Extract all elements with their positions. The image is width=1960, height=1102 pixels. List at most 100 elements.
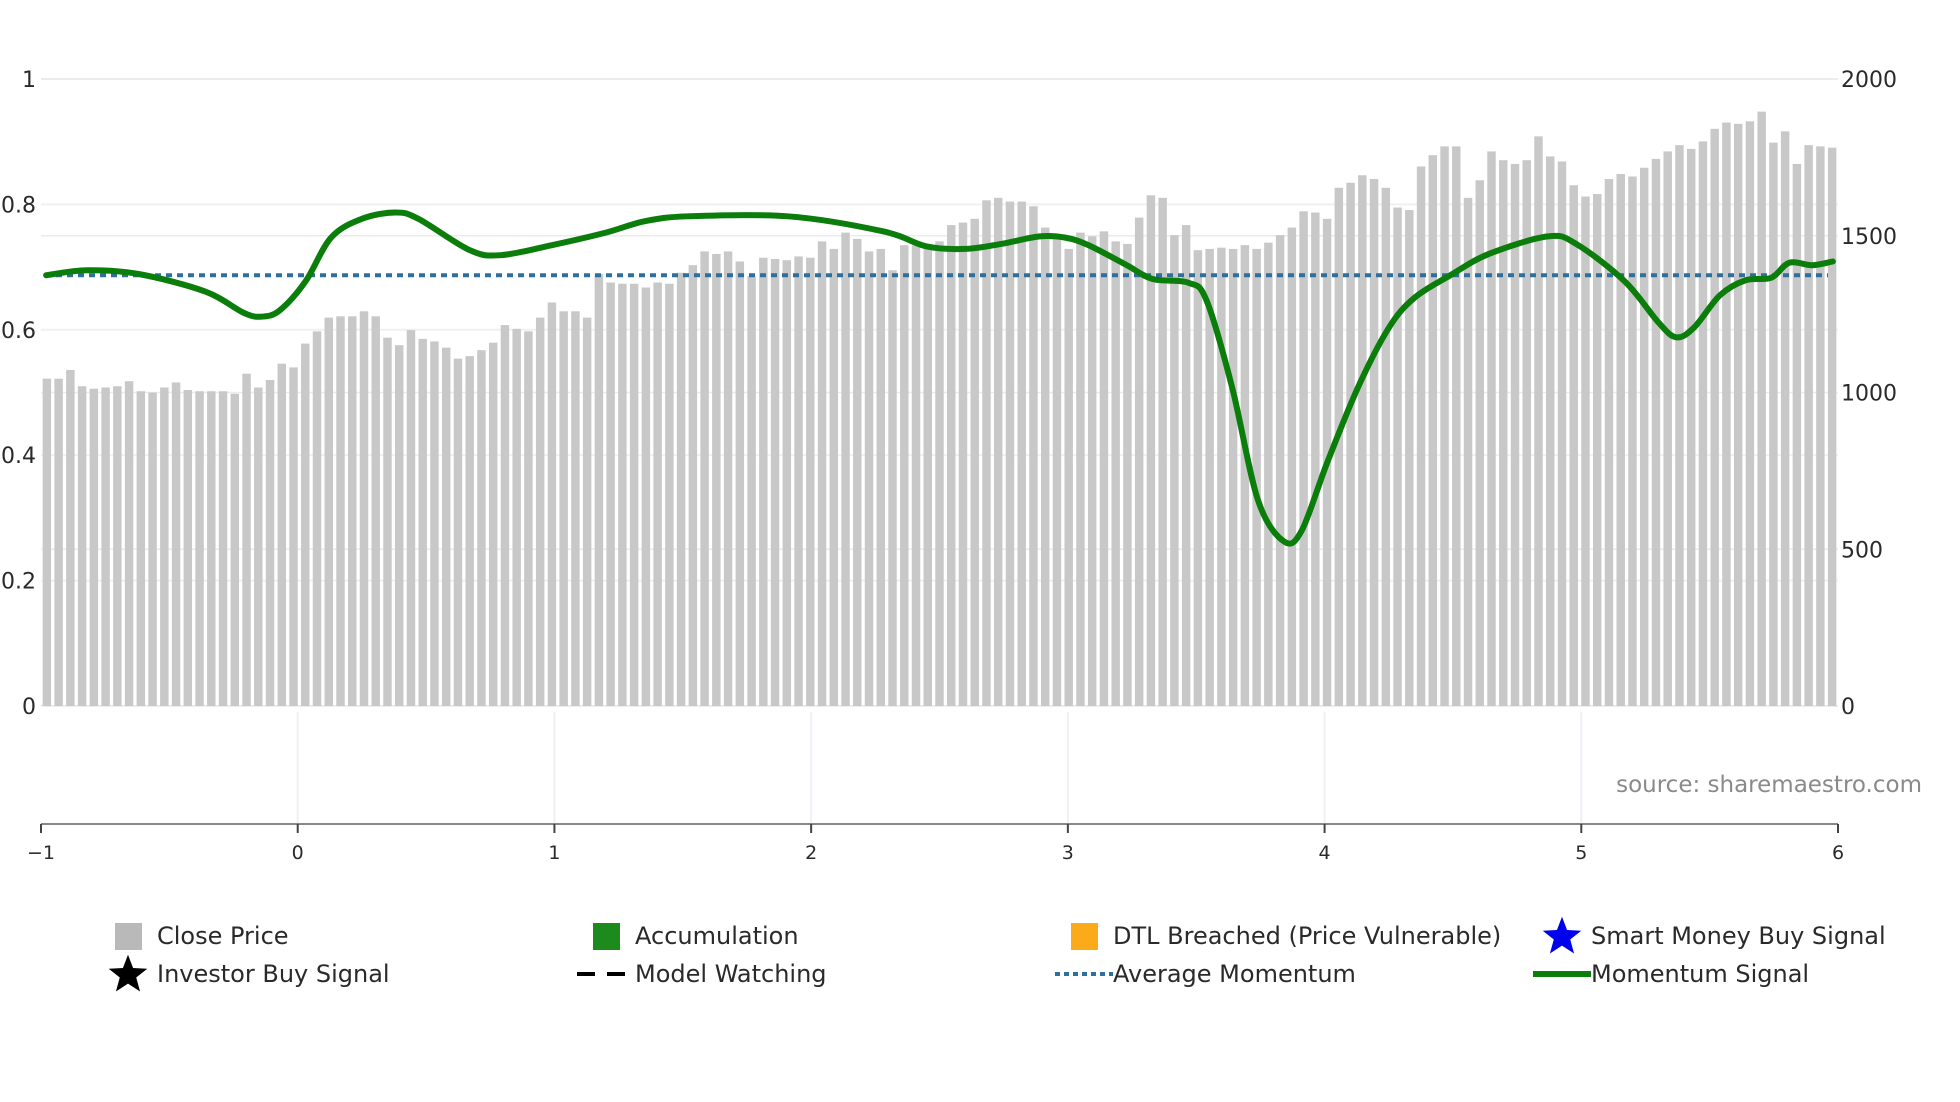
close-price-bar: [1205, 248, 1214, 707]
close-price-bar: [183, 389, 193, 706]
close-price-bar: [500, 325, 510, 706]
close-price-bar: [841, 232, 850, 707]
close-price-bar: [1475, 180, 1485, 706]
y-right-tick-label: 500: [1841, 538, 1883, 563]
close-price-bar: [876, 248, 886, 707]
close-price-bar: [348, 316, 357, 706]
close-price-bar: [712, 253, 721, 707]
close-price-bar: [218, 391, 228, 706]
close-price-bar: [1193, 250, 1203, 706]
close-price-bar: [829, 248, 839, 707]
close-price-bar: [1722, 122, 1731, 707]
y-left-tick-label: 0: [22, 695, 36, 720]
legend-item-close-price[interactable]: Close Price: [99, 918, 289, 954]
close-price-bar: [207, 391, 216, 706]
legend-item-model-watching[interactable]: Model Watching: [577, 956, 827, 992]
close-price-bar: [629, 283, 639, 706]
close-price-bar: [148, 392, 157, 706]
close-price-bar: [1792, 163, 1802, 706]
y-right-tick-label: 1000: [1841, 382, 1897, 407]
dotted-line-icon: [1055, 956, 1113, 992]
close-price-bar: [1240, 245, 1250, 706]
close-price-bar: [1099, 231, 1109, 706]
legend-label: Close Price: [157, 922, 289, 950]
close-price-bar: [1181, 225, 1191, 706]
legend-item-accumulation[interactable]: Accumulation: [577, 918, 799, 954]
close-price-bar: [1463, 197, 1473, 706]
close-price-bar: [1663, 151, 1672, 706]
close-price-bar: [747, 276, 756, 706]
close-price-bar: [1804, 145, 1813, 706]
close-price-bar: [418, 338, 427, 706]
close-price-bar: [958, 222, 968, 706]
close-price-bar: [394, 345, 404, 706]
close-price-bar: [688, 265, 698, 706]
close-price-bar: [1228, 248, 1238, 707]
close-price-bar: [465, 356, 474, 706]
close-price-bar: [324, 317, 333, 706]
close-price-bar: [113, 386, 122, 706]
close-price-bar: [66, 369, 75, 706]
close-price-bar: [512, 328, 521, 706]
close-price-bar: [383, 337, 392, 706]
legend-label: Accumulation: [635, 922, 799, 950]
close-price-bar: [1698, 141, 1708, 707]
close-price-bar: [312, 331, 322, 706]
close-price-bar: [171, 382, 181, 706]
close-price-bar: [1780, 131, 1790, 707]
legend-item-dtl-breached[interactable]: DTL Breached (Price Vulnerable): [1055, 918, 1501, 954]
close-price-bar: [1040, 227, 1050, 706]
close-price-bar: [1087, 236, 1097, 706]
blue-star-icon: [1533, 916, 1591, 954]
legend-item-investor-buy-signal[interactable]: Investor Buy Signal: [99, 954, 390, 992]
x-tick-label: 4: [1319, 842, 1331, 864]
y-left-tick-label: 0.4: [1, 444, 36, 469]
close-price-bar: [794, 256, 803, 706]
close-price-bar: [700, 251, 709, 707]
close-price-bar: [359, 311, 369, 706]
close-price-bar: [641, 287, 651, 706]
close-price-bar: [618, 283, 627, 706]
close-price-bar: [54, 378, 63, 706]
legend-item-momentum-signal[interactable]: Momentum Signal: [1533, 956, 1809, 992]
close-price-bar: [1311, 212, 1320, 706]
y-left-tick-label: 0.2: [1, 570, 36, 595]
close-price-bar: [1757, 111, 1766, 706]
close-price-bar: [1264, 242, 1273, 706]
close-price-bar: [1052, 235, 1062, 707]
close-price-bar: [1487, 151, 1496, 706]
close-price-bar: [982, 200, 991, 706]
dashed-line-icon: [577, 956, 635, 992]
close-price-bar: [1769, 142, 1778, 706]
close-price-bar: [665, 283, 674, 706]
close-price-bar: [676, 272, 686, 706]
close-price-bar: [1628, 176, 1637, 706]
close-price-bar: [1510, 163, 1520, 706]
close-price-bar: [1334, 187, 1344, 707]
close-price-bar: [1405, 210, 1414, 706]
close-price-bar: [1393, 207, 1402, 706]
close-price-bar: [1416, 166, 1426, 707]
close-price-bar: [1651, 158, 1661, 706]
y-right-tick-label: 1500: [1841, 225, 1897, 250]
y-left-tick-label: 1: [22, 68, 36, 93]
legend-item-smart-money-buy-signal[interactable]: Smart Money Buy Signal: [1533, 916, 1886, 954]
close-price-bar: [1381, 187, 1391, 707]
close-price-bar: [124, 381, 134, 706]
close-price-bar: [935, 241, 944, 706]
close-price-bar: [806, 257, 815, 706]
close-price-bar: [582, 317, 592, 706]
close-price-bar: [1686, 148, 1696, 706]
close-price-bar: [371, 316, 380, 706]
close-price-bar: [1557, 161, 1567, 706]
x-tick-label: 6: [1832, 842, 1844, 864]
close-price-bar: [42, 378, 52, 706]
source-attribution: source: sharemaestro.com: [1616, 772, 1922, 798]
close-price-bar: [265, 379, 275, 706]
close-price-bar: [1499, 160, 1508, 706]
close-price-bar: [1428, 155, 1438, 707]
legend-item-average-momentum[interactable]: Average Momentum: [1055, 956, 1356, 992]
close-price-bar: [1252, 248, 1261, 707]
x-tick-label: 0: [292, 842, 304, 864]
